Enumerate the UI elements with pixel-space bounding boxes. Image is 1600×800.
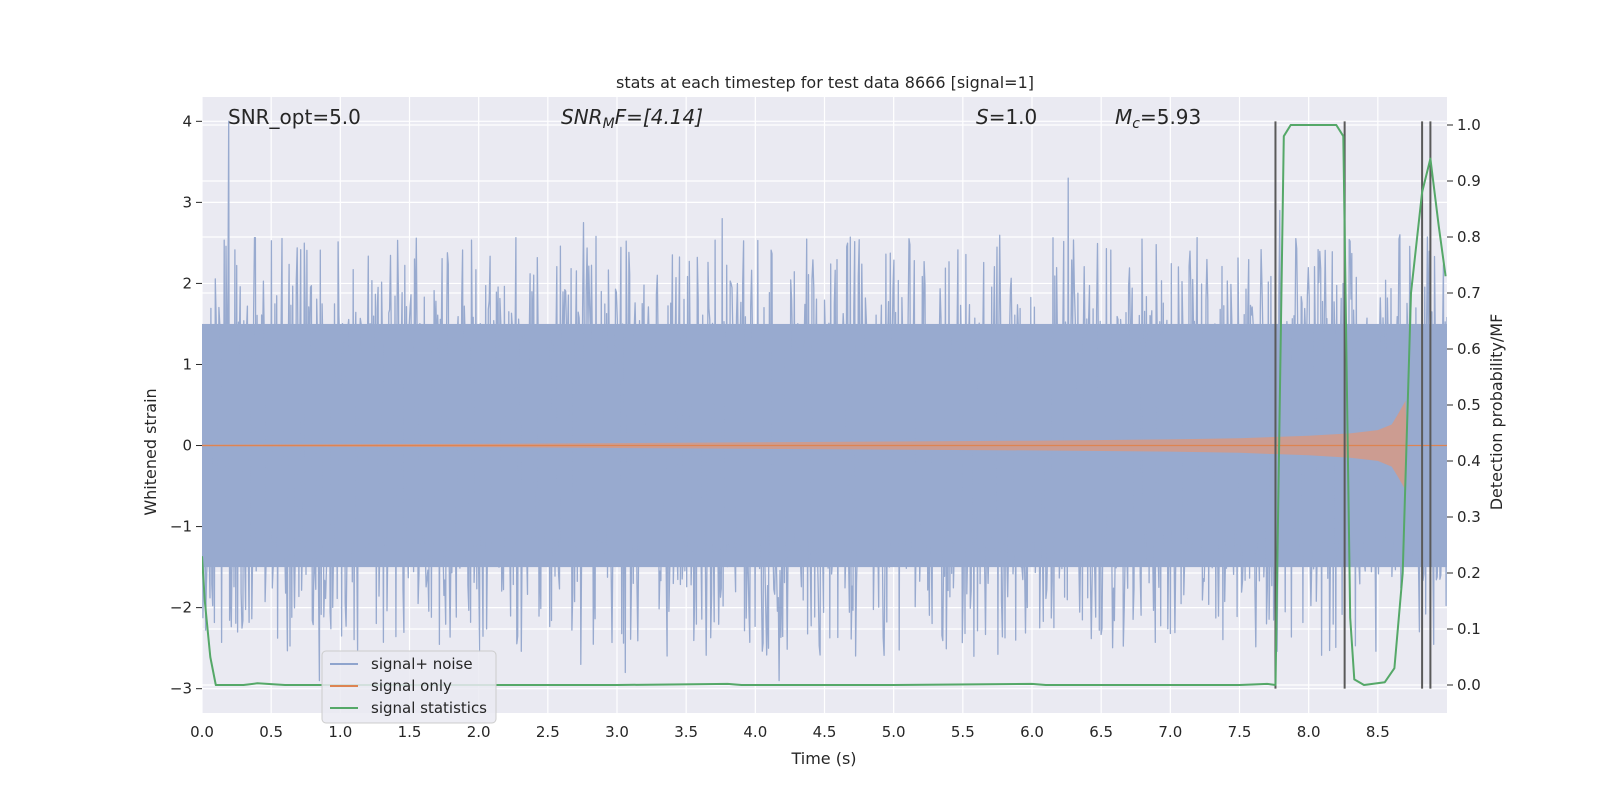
annotation-snr-opt: SNR_opt=5.0 xyxy=(228,105,361,129)
y-right-tick-label: 0.4 xyxy=(1457,452,1481,470)
annotation-mc: Mc=5.93 xyxy=(1115,105,1201,132)
annotation-mc-symbol: M xyxy=(1115,105,1132,129)
y-axis-left-label: Whitened strain xyxy=(141,388,160,515)
y-right-tick-label: 0.8 xyxy=(1457,228,1481,246)
annotation-snr-mf: SNRMF=[4.14] xyxy=(561,105,703,132)
x-tick-label: 4.5 xyxy=(813,723,837,741)
noise-waveform xyxy=(202,120,1447,682)
x-tick-label: 0.0 xyxy=(190,723,214,741)
x-tick-label: 8.5 xyxy=(1366,723,1390,741)
signal-statistics-line xyxy=(202,124,1447,686)
y-left-tick-label: 3 xyxy=(182,193,192,211)
annotation-mc-subscript: c xyxy=(1132,116,1140,132)
x-tick-label: 2.0 xyxy=(467,723,491,741)
y-left-tick-label: 2 xyxy=(182,274,192,292)
x-tick-label: 1.5 xyxy=(398,723,422,741)
y-right-tick-label: 0.1 xyxy=(1457,620,1481,638)
y-right-tick-label: 0.9 xyxy=(1457,172,1481,190)
x-tick-label: 1.0 xyxy=(328,723,352,741)
y-right-tick-label: 0.3 xyxy=(1457,508,1481,526)
x-axis-ticks: 0.0 0.5 1.0 1.5 2.0 2.5 3.0 3.5 4.0 4.5 5.0 5.5 6.0 6… xyxy=(190,723,1390,741)
legend-label-statistics: signal statistics xyxy=(371,699,487,717)
x-axis-label: Time (s) xyxy=(790,749,856,768)
legend-box xyxy=(321,650,497,724)
y-axis-left-ticks: −3 −2 −1 0 1 2 3 4 xyxy=(170,112,202,698)
y-right-tick-label: 0.2 xyxy=(1457,564,1481,582)
y-axis-right-label: Detection probability/MF xyxy=(1487,314,1506,511)
x-tick-label: 0.5 xyxy=(259,723,283,741)
x-tick-label: 5.5 xyxy=(951,723,975,741)
x-tick-label: 7.0 xyxy=(1158,723,1182,741)
y-right-tick-label: 0.5 xyxy=(1457,396,1481,414)
signal-series-layer xyxy=(202,400,1447,491)
annotation-s: S=1.0 xyxy=(976,105,1037,129)
annotation-mc-value: =5.93 xyxy=(1140,105,1201,129)
y-left-tick-label: 0 xyxy=(182,437,192,455)
y-left-tick-label: −1 xyxy=(170,518,192,536)
y-right-tick-label: 0.0 xyxy=(1457,676,1481,694)
annotation-snr-mf-value: F=[4.14] xyxy=(615,105,703,129)
annotation-snr-mf-subscript: M xyxy=(603,116,615,132)
x-tick-label: 2.5 xyxy=(536,723,560,741)
y-axis-right-ticks: 0.0 0.1 0.2 0.3 0.4 0.5 0.6 0.7 0.8 0.9 1.0 xyxy=(1447,116,1481,694)
statistics-series-layer xyxy=(202,124,1447,686)
y-left-tick-label: −2 xyxy=(170,599,192,617)
annotation-snr-mf-symbol: SNR xyxy=(561,105,603,129)
y-right-tick-label: 0.6 xyxy=(1457,340,1481,358)
y-right-tick-label: 1.0 xyxy=(1457,116,1481,134)
y-left-tick-label: 1 xyxy=(182,355,192,373)
x-tick-label: 5.0 xyxy=(882,723,906,741)
x-tick-label: 6.0 xyxy=(1020,723,1044,741)
x-tick-label: 3.0 xyxy=(605,723,629,741)
legend-label-noise: signal+ noise xyxy=(371,655,473,673)
y-right-tick-label: 0.7 xyxy=(1457,284,1481,302)
y-left-tick-label: −3 xyxy=(170,680,192,698)
x-tick-label: 7.5 xyxy=(1228,723,1252,741)
annotation-s-symbol: S xyxy=(976,105,989,129)
legend: signal+ noise signal only signal statist… xyxy=(321,650,497,724)
chart-title: stats at each timestep for test data 866… xyxy=(616,73,1034,92)
legend-label-signal: signal only xyxy=(371,677,452,695)
annotation-s-value: =1.0 xyxy=(989,105,1038,129)
x-tick-label: 8.0 xyxy=(1297,723,1321,741)
x-tick-label: 4.0 xyxy=(743,723,767,741)
x-tick-label: 6.5 xyxy=(1089,723,1113,741)
x-tick-label: 3.5 xyxy=(674,723,698,741)
y-left-tick-label: 4 xyxy=(182,112,192,130)
